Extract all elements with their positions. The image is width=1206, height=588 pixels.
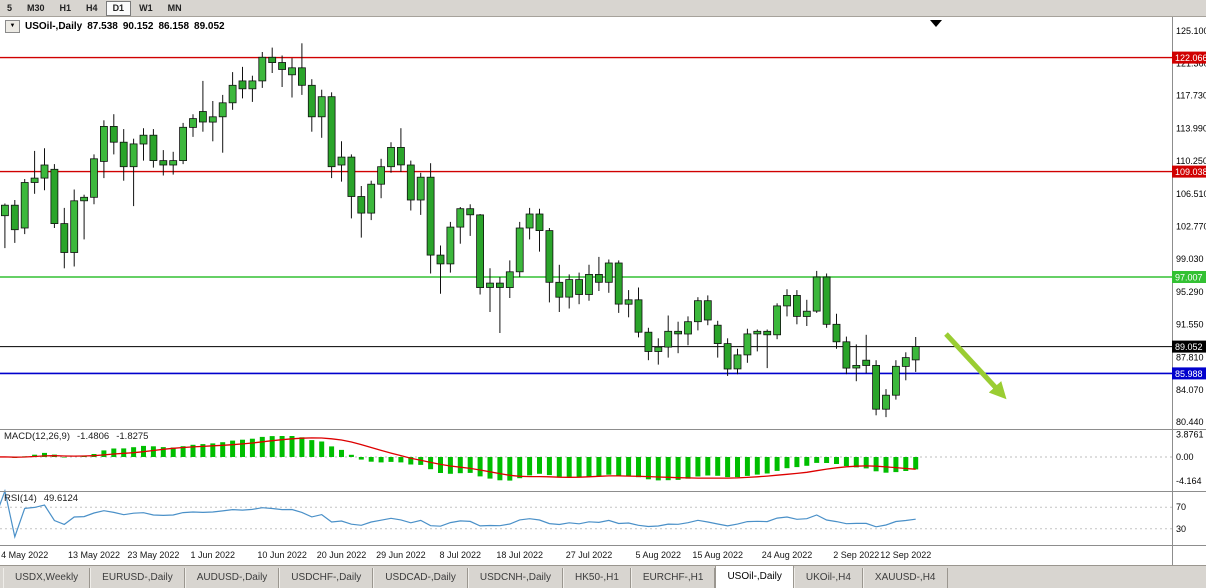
svg-text:87.810: 87.810 — [1176, 352, 1204, 362]
high-value: 90.152 — [122, 21, 154, 32]
svg-text:1 Jun 2022: 1 Jun 2022 — [191, 550, 236, 560]
svg-text:18 Jul 2022: 18 Jul 2022 — [496, 550, 543, 560]
chart-tab[interactable]: USDCHF-,Daily — [279, 568, 374, 588]
svg-text:13 May 2022: 13 May 2022 — [68, 550, 120, 560]
chart-shift-marker[interactable] — [930, 20, 942, 27]
svg-text:109.038: 109.038 — [1175, 167, 1206, 177]
svg-text:80.440: 80.440 — [1176, 417, 1204, 427]
svg-text:91.550: 91.550 — [1176, 320, 1204, 330]
chart-tab[interactable]: EURUSD-,Daily — [90, 568, 185, 588]
rsi-name: RSI(14) — [4, 493, 37, 504]
chart-canvas[interactable]: 125.100 121.360 117.730 113.990 110.250 106.5… — [0, 17, 1206, 565]
svg-text:12 Sep 2022: 12 Sep 2022 — [880, 550, 931, 560]
svg-text:23 May 2022: 23 May 2022 — [127, 550, 179, 560]
chart-tab[interactable]: AUDUSD-,Daily — [184, 568, 280, 588]
svg-text:84.070: 84.070 — [1176, 385, 1204, 395]
chart-tab[interactable]: USDCAD-,Daily — [373, 568, 468, 588]
chart-tab[interactable]: EURCHF-,H1 — [630, 568, 716, 588]
svg-text:10 Jun 2022: 10 Jun 2022 — [257, 550, 307, 560]
chart-tab[interactable]: XAUUSD-,H4 — [862, 568, 948, 588]
date-axis: 4 May 2022 13 May 2022 23 May 2022 1 Jun 20… — [1, 550, 931, 560]
svg-text:4 May 2022: 4 May 2022 — [1, 550, 48, 560]
ohlc-collapse-button[interactable]: ▼ — [5, 20, 20, 33]
svg-text:3.8761: 3.8761 — [1176, 430, 1204, 440]
svg-text:29 Jun 2022: 29 Jun 2022 — [376, 550, 426, 560]
macd-main-value: -1.4806 — [77, 431, 110, 442]
svg-text:97.007: 97.007 — [1175, 272, 1203, 282]
horizontal-lines[interactable] — [0, 56, 1172, 375]
svg-text:30: 30 — [1176, 524, 1186, 534]
svg-text:125.100: 125.100 — [1176, 26, 1206, 36]
chart-tab[interactable]: USDCNH-,Daily — [467, 568, 563, 588]
svg-text:0.00: 0.00 — [1176, 452, 1194, 462]
timeframe-button-5[interactable]: 5 — [7, 2, 13, 13]
svg-text:70: 70 — [1176, 502, 1186, 512]
svg-text:122.066: 122.066 — [1175, 53, 1206, 63]
low-value: 86.158 — [158, 21, 190, 32]
svg-text:24 Aug 2022: 24 Aug 2022 — [762, 550, 813, 560]
svg-text:20 Jun 2022: 20 Jun 2022 — [317, 550, 367, 560]
chart-tab[interactable]: UKOil-,H4 — [793, 568, 863, 588]
svg-text:99.030: 99.030 — [1176, 254, 1204, 264]
triangle-down-icon: ▼ — [9, 23, 16, 29]
close-value: 89.052 — [194, 21, 225, 32]
symbol-period-label: USOil-,Daily — [25, 21, 83, 32]
price-axis: 125.100 121.360 117.730 113.990 110.250 106.5… — [0, 17, 1206, 565]
svg-text:2 Sep 2022: 2 Sep 2022 — [833, 550, 879, 560]
svg-text:102.770: 102.770 — [1176, 222, 1206, 232]
timeframe-button-h1[interactable]: H1 — [59, 2, 72, 13]
chart-tab[interactable]: HK50-,H1 — [562, 568, 631, 588]
svg-text:110.250: 110.250 — [1176, 156, 1206, 166]
timeframe-button-w1[interactable]: W1 — [139, 2, 153, 13]
svg-text:106.510: 106.510 — [1176, 189, 1206, 199]
chart-tab[interactable]: USDX,Weekly — [3, 568, 91, 588]
candlesticks — [0, 43, 920, 418]
chart-tab[interactable]: USOil-,Daily — [715, 565, 794, 588]
macd-indicator-label: MACD(12,26,9) -1.4806 -1.8275 — [4, 431, 148, 442]
macd-panel — [0, 436, 1172, 481]
svg-text:95.290: 95.290 — [1176, 287, 1204, 297]
trend-arrow-annotation[interactable] — [944, 332, 1007, 400]
svg-text:89.052: 89.052 — [1175, 342, 1203, 352]
rsi-value: 49.6124 — [43, 493, 79, 504]
timeframe-button-mn[interactable]: MN — [167, 2, 182, 13]
chart-region: 125.100 121.360 117.730 113.990 110.250 106.5… — [0, 17, 1206, 565]
svg-text:113.990: 113.990 — [1176, 123, 1206, 133]
macd-signal-value: -1.8275 — [116, 431, 149, 442]
svg-text:27 Jul 2022: 27 Jul 2022 — [566, 550, 613, 560]
svg-text:117.730: 117.730 — [1176, 91, 1206, 101]
timeframe-button-h4[interactable]: H4 — [86, 2, 98, 13]
rsi-indicator-label: RSI(14) 49.6124 — [4, 493, 78, 504]
svg-text:121.360: 121.360 — [1176, 59, 1206, 69]
svg-text:8 Jul 2022: 8 Jul 2022 — [440, 550, 482, 560]
svg-text:-4.164: -4.164 — [1176, 476, 1202, 486]
chart-tabs-bar: USDX,Weekly EURUSD-,Daily AUDUSD-,Daily USD… — [0, 565, 1206, 588]
timeframe-button-m30[interactable]: M30 — [27, 2, 45, 13]
timeframe-toolbar: 5 M30 H1 H4 D1 W1 MN — [0, 0, 1206, 17]
svg-text:15 Aug 2022: 15 Aug 2022 — [692, 550, 743, 560]
timeframe-button-d1[interactable]: D1 — [105, 0, 132, 16]
rsi-panel — [0, 488, 1172, 540]
open-value: 87.538 — [87, 21, 118, 32]
svg-text:5 Aug 2022: 5 Aug 2022 — [636, 550, 682, 560]
macd-name: MACD(12,26,9) — [4, 431, 70, 442]
chart-header: ▼ USOil-,Daily 87.538 90.152 86.158 89.0… — [5, 20, 225, 33]
svg-text:85.988: 85.988 — [1175, 369, 1203, 379]
